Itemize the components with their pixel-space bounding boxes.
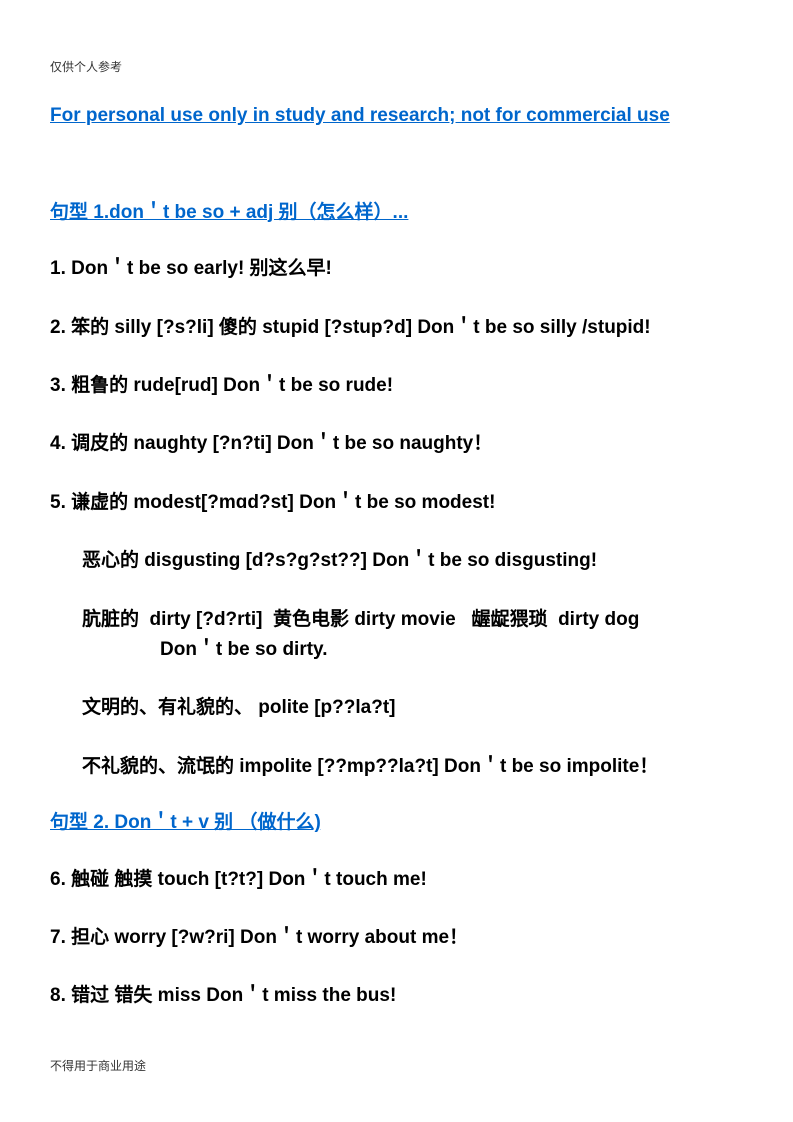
- sub-item-text: 肮脏的 dirty [?d?rti] 黄色电影 dirty movie 龌龊猥琐…: [82, 609, 639, 630]
- list-item: 6. 触碰 触摸 touch [t?t?] Don＇t touch me!: [50, 865, 743, 895]
- section1-heading: 句型 1.don＇t be so + adj 别（怎么样）...: [50, 200, 743, 227]
- sub-item: 不礼貌的、流氓的 impolite [??mp??la?t] Don＇t be …: [82, 752, 743, 782]
- header-note: 仅供个人参考: [50, 58, 743, 75]
- list-item: 2. 笨的 silly [?s?li] 傻的 stupid [?stup?d] …: [50, 313, 743, 343]
- list-item: 7. 担心 worry [?w?ri] Don＇t worry about me…: [50, 923, 743, 953]
- sub-item-continuation: Don＇t be so dirty.: [160, 639, 327, 660]
- sub-item: 肮脏的 dirty [?d?rti] 黄色电影 dirty movie 龌龊猥琐…: [82, 605, 743, 666]
- page-title: For personal use only in study and resea…: [50, 103, 743, 130]
- section2-heading: 句型 2. Don＇t + v 别 （做什么): [50, 810, 743, 837]
- list-item: 8. 错过 错失 miss Don＇t miss the bus!: [50, 981, 743, 1011]
- list-item: 1. Don＇t be so early! 别这么早!: [50, 254, 743, 284]
- list-item: 5. 谦虚的 modest[?mɑd?st] Don＇t be so modes…: [50, 488, 743, 518]
- footer-note: 不得用于商业用途: [50, 1057, 146, 1074]
- sub-item: 文明的、有礼貌的、 polite [p??la?t]: [82, 693, 743, 723]
- list-item: 3. 粗鲁的 rude[rud] Don＇t be so rude!: [50, 371, 743, 401]
- list-item: 4. 调皮的 naughty [?n?ti] Don＇t be so naugh…: [50, 429, 743, 459]
- sub-item: 恶心的 disgusting [d?s?g?st??] Don＇t be so …: [82, 546, 743, 576]
